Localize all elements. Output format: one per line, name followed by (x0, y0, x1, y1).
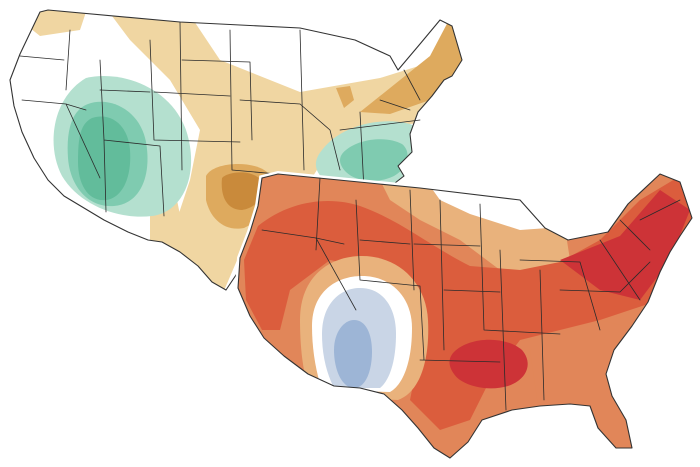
warm-northeast (560, 190, 690, 300)
dry-band-light (100, 10, 462, 290)
precipitation-state-boundaries (9, 9, 463, 291)
warm-central-core (449, 339, 528, 389)
dry-great-lakes (336, 86, 354, 108)
dry-northwest-corner (20, 10, 90, 36)
wet-mid-atlantic-core (340, 139, 408, 181)
cool-southwest-core (334, 320, 372, 388)
temperature-state-boundaries (237, 173, 693, 459)
dry-southern-plains-core (221, 172, 263, 210)
